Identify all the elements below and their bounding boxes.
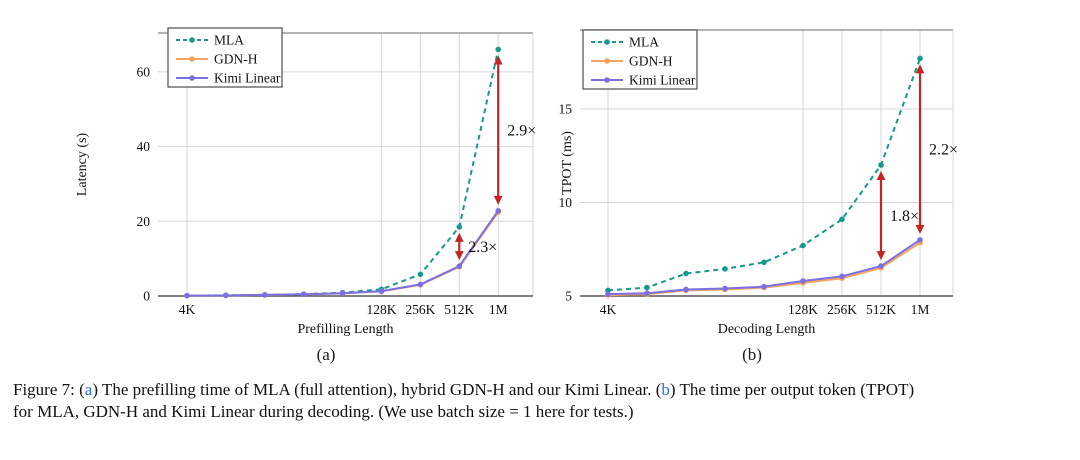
data-point-mla <box>495 46 502 53</box>
speedup-annotation: 1.8× <box>890 208 919 225</box>
series-line-kimi-linear <box>186 210 500 297</box>
arrowhead-down <box>493 195 503 205</box>
arrowhead-up <box>876 171 886 181</box>
data-point-kimi-linear <box>800 278 806 284</box>
y-tick-label: 10 <box>559 195 573 210</box>
data-point-mla <box>722 266 728 272</box>
figure-caption: Figure 7: (a) The prefilling time of MLA… <box>13 379 1071 423</box>
x-tick-label: 1M <box>489 302 508 317</box>
data-point-kimi-linear <box>184 292 190 299</box>
x-tick-label: 256K <box>405 302 435 317</box>
legend-label: GDN-H <box>629 54 673 69</box>
arrowhead-up <box>493 55 503 65</box>
y-tick-label: 20 <box>137 214 151 229</box>
series-line-mla <box>607 58 921 292</box>
caption-text: ) The prefilling time of MLA (full atten… <box>92 380 662 399</box>
legend-label: GDN-H <box>214 52 258 67</box>
legend-label: MLA <box>629 35 659 50</box>
arrowhead-down <box>876 251 886 261</box>
data-point-kimi-linear <box>417 281 424 288</box>
speedup-annotation: 2.3× <box>468 239 497 256</box>
arrowhead-up <box>915 64 925 74</box>
arrowhead-down <box>454 251 464 261</box>
data-point-kimi-linear <box>839 273 845 280</box>
speedup-annotation: 2.2× <box>929 142 958 159</box>
data-point-kimi-linear <box>300 291 307 298</box>
x-tick-label: 4K <box>179 302 196 317</box>
y-axis-label: TPOT (ms) <box>560 131 575 195</box>
data-point-kimi-linear <box>378 288 385 294</box>
data-point-kimi-linear <box>761 283 767 290</box>
y-tick-label: 0 <box>143 289 150 304</box>
legend-marker <box>189 75 195 81</box>
data-point-kimi-linear <box>339 290 346 296</box>
data-point-kimi-linear <box>456 263 463 269</box>
caption-text: for MLA, GDN-H and Kimi Linear during de… <box>13 401 634 421</box>
data-point-mla <box>761 259 767 266</box>
data-point-mla <box>917 55 923 62</box>
x-tick-label: 512K <box>444 302 474 317</box>
arrowhead-up <box>454 232 464 242</box>
x-tick-label: 128K <box>367 302 397 317</box>
y-tick-label: 5 <box>565 289 572 304</box>
series-line-gdn-h <box>186 211 500 297</box>
legend-label: MLA <box>214 33 244 48</box>
legend-marker <box>189 56 195 62</box>
y-axis-label: Latency (s) <box>75 132 90 196</box>
y-tick-label: 40 <box>137 139 151 154</box>
data-point-kimi-linear <box>683 286 689 293</box>
x-tick-label: 4K <box>600 302 617 317</box>
data-point-kimi-linear <box>917 237 923 243</box>
y-tick-label: 15 <box>559 101 573 116</box>
arrowhead-down <box>915 224 925 234</box>
data-point-mla <box>800 242 806 249</box>
data-point-mla <box>417 271 424 278</box>
data-point-mla <box>456 224 463 230</box>
legend-label: Kimi Linear <box>214 71 281 86</box>
speedup-annotation: 2.9× <box>507 123 536 140</box>
caption-text: ) The time per output token (TPOT) <box>669 380 915 399</box>
x-tick-label: 512K <box>866 302 896 317</box>
data-point-mla <box>878 162 884 168</box>
x-tick-label: 256K <box>827 302 857 317</box>
chart-prefilling-latency: 0 20 40 60 4K 128K 256K 512K 1M Prefilling Length… <box>75 27 536 337</box>
data-point-kimi-linear <box>878 263 884 269</box>
legend-marker <box>604 58 610 64</box>
data-point-mla <box>683 270 689 277</box>
x-axis-label: Decoding Length <box>718 322 816 337</box>
legend-marker <box>604 77 610 83</box>
data-point-kimi-linear <box>495 208 502 214</box>
caption-ref-link[interactable]: b <box>661 380 670 399</box>
legend-label: Kimi Linear <box>629 73 696 88</box>
caption-ref-link[interactable]: a <box>84 380 93 399</box>
legend-marker <box>604 39 610 45</box>
legend-marker <box>189 37 195 43</box>
x-tick-label: 128K <box>788 302 818 317</box>
x-axis-label: Prefilling Length <box>297 322 393 337</box>
data-point-kimi-linear <box>605 291 611 297</box>
data-point-kimi-linear <box>722 285 728 292</box>
chart-decoding-tpot: 5 10 15 4K 128K 256K 512K 1M Decoding Length TPOT… <box>559 29 958 337</box>
caption-text: Figure 7: ( <box>13 380 85 399</box>
subfigure-label-b: (b) <box>742 345 762 364</box>
y-tick-label: 60 <box>137 64 151 79</box>
subfigure-label-a: (a) <box>316 345 336 364</box>
data-point-kimi-linear <box>262 292 268 298</box>
data-point-mla <box>644 284 650 291</box>
x-tick-label: 1M <box>911 302 930 317</box>
data-point-kimi-linear <box>644 290 650 296</box>
data-point-kimi-linear <box>223 292 229 299</box>
data-point-mla <box>839 216 845 223</box>
